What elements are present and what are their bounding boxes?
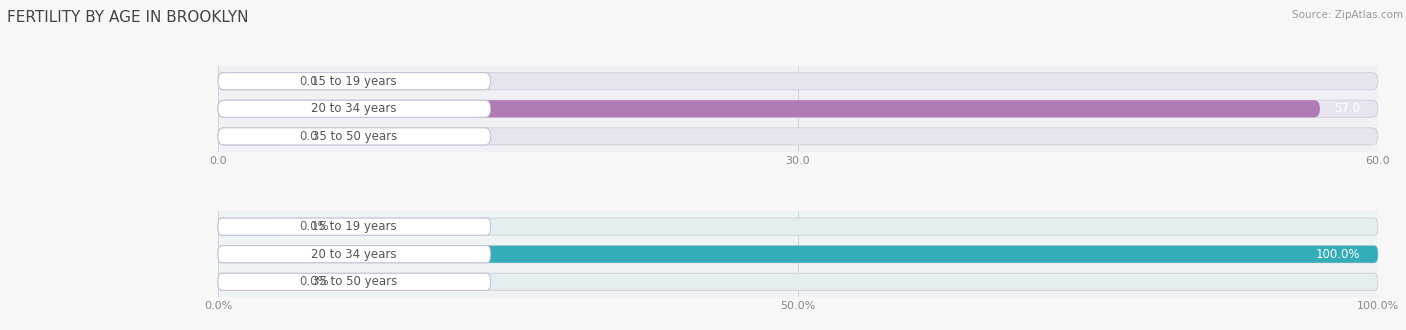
FancyBboxPatch shape xyxy=(218,218,1378,235)
FancyBboxPatch shape xyxy=(218,128,1378,145)
Text: 0.0%: 0.0% xyxy=(299,275,329,288)
FancyBboxPatch shape xyxy=(218,100,491,117)
FancyBboxPatch shape xyxy=(218,218,281,235)
FancyBboxPatch shape xyxy=(218,246,1378,263)
FancyBboxPatch shape xyxy=(218,128,491,145)
Text: FERTILITY BY AGE IN BROOKLYN: FERTILITY BY AGE IN BROOKLYN xyxy=(7,10,249,25)
Text: 20 to 34 years: 20 to 34 years xyxy=(312,248,396,261)
Text: 0.0: 0.0 xyxy=(299,130,318,143)
FancyBboxPatch shape xyxy=(218,73,1378,90)
FancyBboxPatch shape xyxy=(218,128,281,145)
FancyBboxPatch shape xyxy=(218,246,491,263)
Text: 35 to 50 years: 35 to 50 years xyxy=(312,275,396,288)
Text: 15 to 19 years: 15 to 19 years xyxy=(311,220,396,233)
Text: 20 to 34 years: 20 to 34 years xyxy=(312,102,396,115)
FancyBboxPatch shape xyxy=(218,218,491,235)
FancyBboxPatch shape xyxy=(218,73,491,90)
FancyBboxPatch shape xyxy=(218,273,491,290)
Text: 0.0: 0.0 xyxy=(299,75,318,88)
Text: 15 to 19 years: 15 to 19 years xyxy=(311,75,396,88)
Text: 57.0: 57.0 xyxy=(1334,102,1361,115)
Text: 100.0%: 100.0% xyxy=(1316,248,1361,261)
FancyBboxPatch shape xyxy=(218,273,281,290)
FancyBboxPatch shape xyxy=(218,273,1378,290)
Text: Source: ZipAtlas.com: Source: ZipAtlas.com xyxy=(1292,10,1403,20)
Text: 0.0%: 0.0% xyxy=(299,220,329,233)
Text: 35 to 50 years: 35 to 50 years xyxy=(312,130,396,143)
FancyBboxPatch shape xyxy=(218,100,1320,117)
FancyBboxPatch shape xyxy=(218,246,1378,263)
FancyBboxPatch shape xyxy=(218,73,281,90)
FancyBboxPatch shape xyxy=(218,100,1378,117)
